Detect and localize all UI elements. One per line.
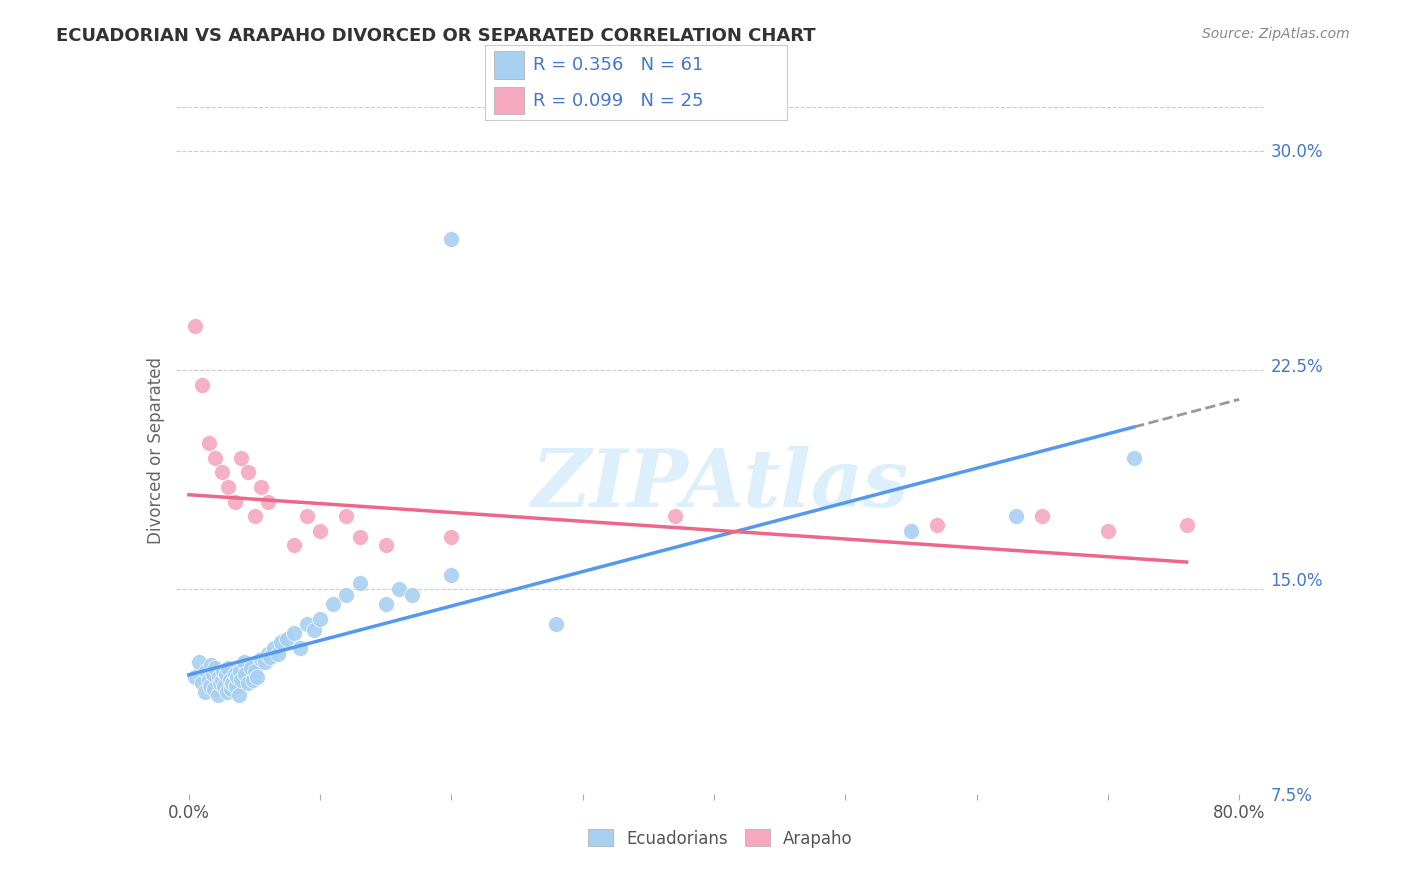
Point — [335, 588, 357, 602]
Text: R = 0.099   N = 25: R = 0.099 N = 25 — [533, 92, 704, 110]
Point — [202, 681, 225, 696]
Point — [217, 661, 239, 675]
Point — [374, 597, 396, 611]
Point — [221, 675, 243, 690]
Point — [250, 652, 273, 666]
Point — [309, 611, 332, 625]
Point — [218, 673, 240, 687]
Point — [243, 664, 266, 678]
Point — [191, 377, 214, 392]
Point — [229, 664, 252, 678]
Point — [322, 597, 344, 611]
Point — [194, 664, 217, 678]
Point — [374, 538, 396, 552]
Text: ZIPAtlas: ZIPAtlas — [531, 446, 910, 524]
Point — [440, 231, 463, 245]
Point — [256, 494, 278, 508]
Point — [219, 681, 242, 696]
Point — [546, 617, 568, 632]
Point — [214, 679, 236, 693]
Point — [224, 494, 246, 508]
Point — [256, 647, 278, 661]
Point — [236, 675, 259, 690]
Point — [184, 319, 207, 334]
Point — [204, 450, 226, 465]
Point — [250, 480, 273, 494]
Point — [233, 667, 256, 681]
Point — [440, 567, 463, 582]
Point — [302, 624, 325, 638]
Point — [225, 679, 247, 693]
Point — [188, 656, 211, 670]
Bar — [494, 52, 524, 78]
Point — [231, 450, 253, 465]
Point — [207, 688, 229, 702]
Point — [440, 530, 463, 544]
Point — [201, 667, 224, 681]
Point — [267, 647, 290, 661]
Point — [401, 588, 423, 602]
Point — [295, 509, 318, 524]
Point — [184, 670, 207, 684]
Point — [236, 466, 259, 480]
Point — [335, 509, 357, 524]
Point — [263, 640, 285, 655]
Point — [295, 617, 318, 632]
Point — [243, 509, 266, 524]
Point — [270, 635, 292, 649]
Text: Source: ZipAtlas.com: Source: ZipAtlas.com — [1202, 27, 1350, 41]
Point — [283, 626, 305, 640]
Point — [231, 673, 253, 687]
Point — [349, 576, 371, 591]
Point — [239, 661, 262, 675]
Text: R = 0.356   N = 61: R = 0.356 N = 61 — [533, 56, 704, 74]
Point — [214, 667, 236, 681]
Point — [242, 673, 264, 687]
Point — [900, 524, 922, 538]
Point — [349, 530, 371, 544]
Point — [209, 675, 232, 690]
Point — [197, 673, 219, 687]
Point — [1097, 524, 1119, 538]
Point — [197, 436, 219, 450]
Y-axis label: Divorced or Separated: Divorced or Separated — [146, 357, 165, 544]
Point — [191, 675, 214, 690]
Point — [1175, 518, 1198, 533]
Point — [253, 656, 276, 670]
Point — [200, 658, 222, 673]
Point — [290, 640, 312, 655]
Point — [246, 670, 269, 684]
Bar — [494, 87, 524, 114]
Point — [224, 667, 246, 681]
Point — [208, 670, 231, 684]
Point — [212, 664, 235, 678]
Point — [233, 656, 256, 670]
Point — [1005, 509, 1028, 524]
Point — [226, 670, 249, 684]
Point — [388, 582, 411, 597]
Point — [215, 684, 238, 698]
Point — [198, 679, 221, 693]
Point — [211, 466, 233, 480]
Point — [217, 480, 239, 494]
Text: ECUADORIAN VS ARAPAHO DIVORCED OR SEPARATED CORRELATION CHART: ECUADORIAN VS ARAPAHO DIVORCED OR SEPARA… — [56, 27, 815, 45]
Point — [1123, 450, 1146, 465]
Point — [204, 661, 226, 675]
Point — [309, 524, 332, 538]
Point — [194, 684, 217, 698]
Legend: Ecuadorians, Arapaho: Ecuadorians, Arapaho — [582, 822, 859, 855]
Point — [1031, 509, 1053, 524]
Point — [927, 518, 949, 533]
Point — [276, 632, 298, 646]
Point — [211, 673, 233, 687]
Point — [283, 538, 305, 552]
Point — [664, 509, 686, 524]
Point — [259, 649, 281, 664]
Point — [228, 688, 250, 702]
